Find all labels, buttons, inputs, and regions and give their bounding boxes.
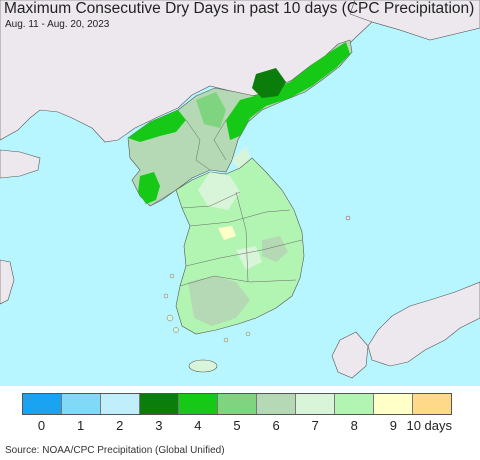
sk-zone-7 [198,172,240,210]
china-coast-west [0,259,15,305]
legend-tick-3: 3 [139,418,178,434]
legend-swatch-3 [140,394,179,414]
islands [163,273,251,343]
legend-ticks: 0 1 2 3 4 5 6 7 8 9 10 days [22,418,452,434]
province-borders [149,119,303,287]
ulleung-island [345,215,351,221]
legend-tick-6: 6 [257,418,296,434]
map-svg [0,0,480,386]
china-peninsula [0,149,41,179]
legend-tick-0: 0 [22,418,61,434]
legend-swatch-4 [179,394,218,414]
sk-zone-6-east [262,236,288,262]
legend-tick-4: 4 [178,418,217,434]
sk-zone-7-mid [236,246,262,270]
legend-swatch-9 [374,394,413,414]
legend-tick-label: 5 [233,418,241,433]
legend-tick-5: 5 [217,418,256,434]
legend-swatch-0 [23,394,62,414]
legend-swatch-7 [296,394,335,414]
legend-swatch-10 [413,394,451,414]
legend-tick-2: 2 [100,418,139,434]
source-credit: Source: NOAA/CPC Precipitation (Global U… [5,445,225,456]
legend-tick-label: 0 [37,418,46,433]
legend-tick-label: 9 [389,418,398,433]
legend-swatch-5 [218,394,257,414]
legend-tick-label: 6 [272,418,280,433]
nk-zone-7 [232,146,250,170]
sk-zone-6-south [188,276,250,326]
nk-zone-5 [196,92,226,128]
japan-landmass [367,281,480,367]
legend-tick-1: 1 [61,418,100,434]
legend-tick-label: 7 [311,418,319,433]
legend-swatch-6 [257,394,296,414]
legend-tick-label: 4 [194,418,202,433]
legend-tick-7: 7 [296,418,335,434]
legend-swatch-8 [335,394,374,414]
jeju-island [188,359,218,373]
legend-tick-9: 9 [374,418,413,434]
nk-zone-4-west [128,110,186,142]
russia-landmass [349,0,480,41]
map-date-range: Aug. 11 - Aug. 20, 2023 [5,19,110,30]
japan-kyushu [331,331,369,379]
nk-zone-4-northeast [226,42,350,140]
nk-zone-4-coast [138,172,160,204]
sk-zone-9 [218,226,236,240]
legend-tick-label: 3 [155,418,163,433]
legend-swatch-1 [62,394,101,414]
legend-tick-label: 10 days [406,418,453,433]
nk-zone-3 [252,68,286,98]
legend-swatch-2 [101,394,140,414]
color-legend [22,393,452,415]
legend-tick-label: 8 [350,418,358,433]
legend-tick-label: 2 [116,418,124,433]
legend-tick-8: 8 [335,418,374,434]
map-title: Maximum Consecutive Dry Days in past 10 … [4,0,475,17]
legend-tick-10: 10 days [406,418,452,434]
map-area [0,0,480,386]
legend-tick-label: 1 [77,418,85,433]
